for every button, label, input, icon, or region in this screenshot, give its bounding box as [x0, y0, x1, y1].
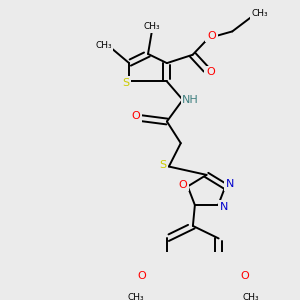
Text: NH: NH — [182, 95, 199, 105]
Text: O: O — [178, 180, 187, 190]
Text: N: N — [226, 179, 235, 189]
Text: O: O — [207, 31, 216, 40]
Text: CH₃: CH₃ — [242, 293, 259, 300]
Text: O: O — [206, 67, 215, 77]
Text: O: O — [132, 112, 141, 122]
Text: S: S — [123, 78, 130, 88]
Text: CH₃: CH₃ — [127, 293, 144, 300]
Text: S: S — [159, 160, 167, 170]
Text: CH₃: CH₃ — [144, 22, 160, 31]
Text: N: N — [220, 202, 228, 212]
Text: CH₃: CH₃ — [95, 41, 112, 50]
Text: O: O — [137, 271, 146, 281]
Text: O: O — [240, 271, 249, 281]
Text: CH₃: CH₃ — [252, 9, 268, 18]
